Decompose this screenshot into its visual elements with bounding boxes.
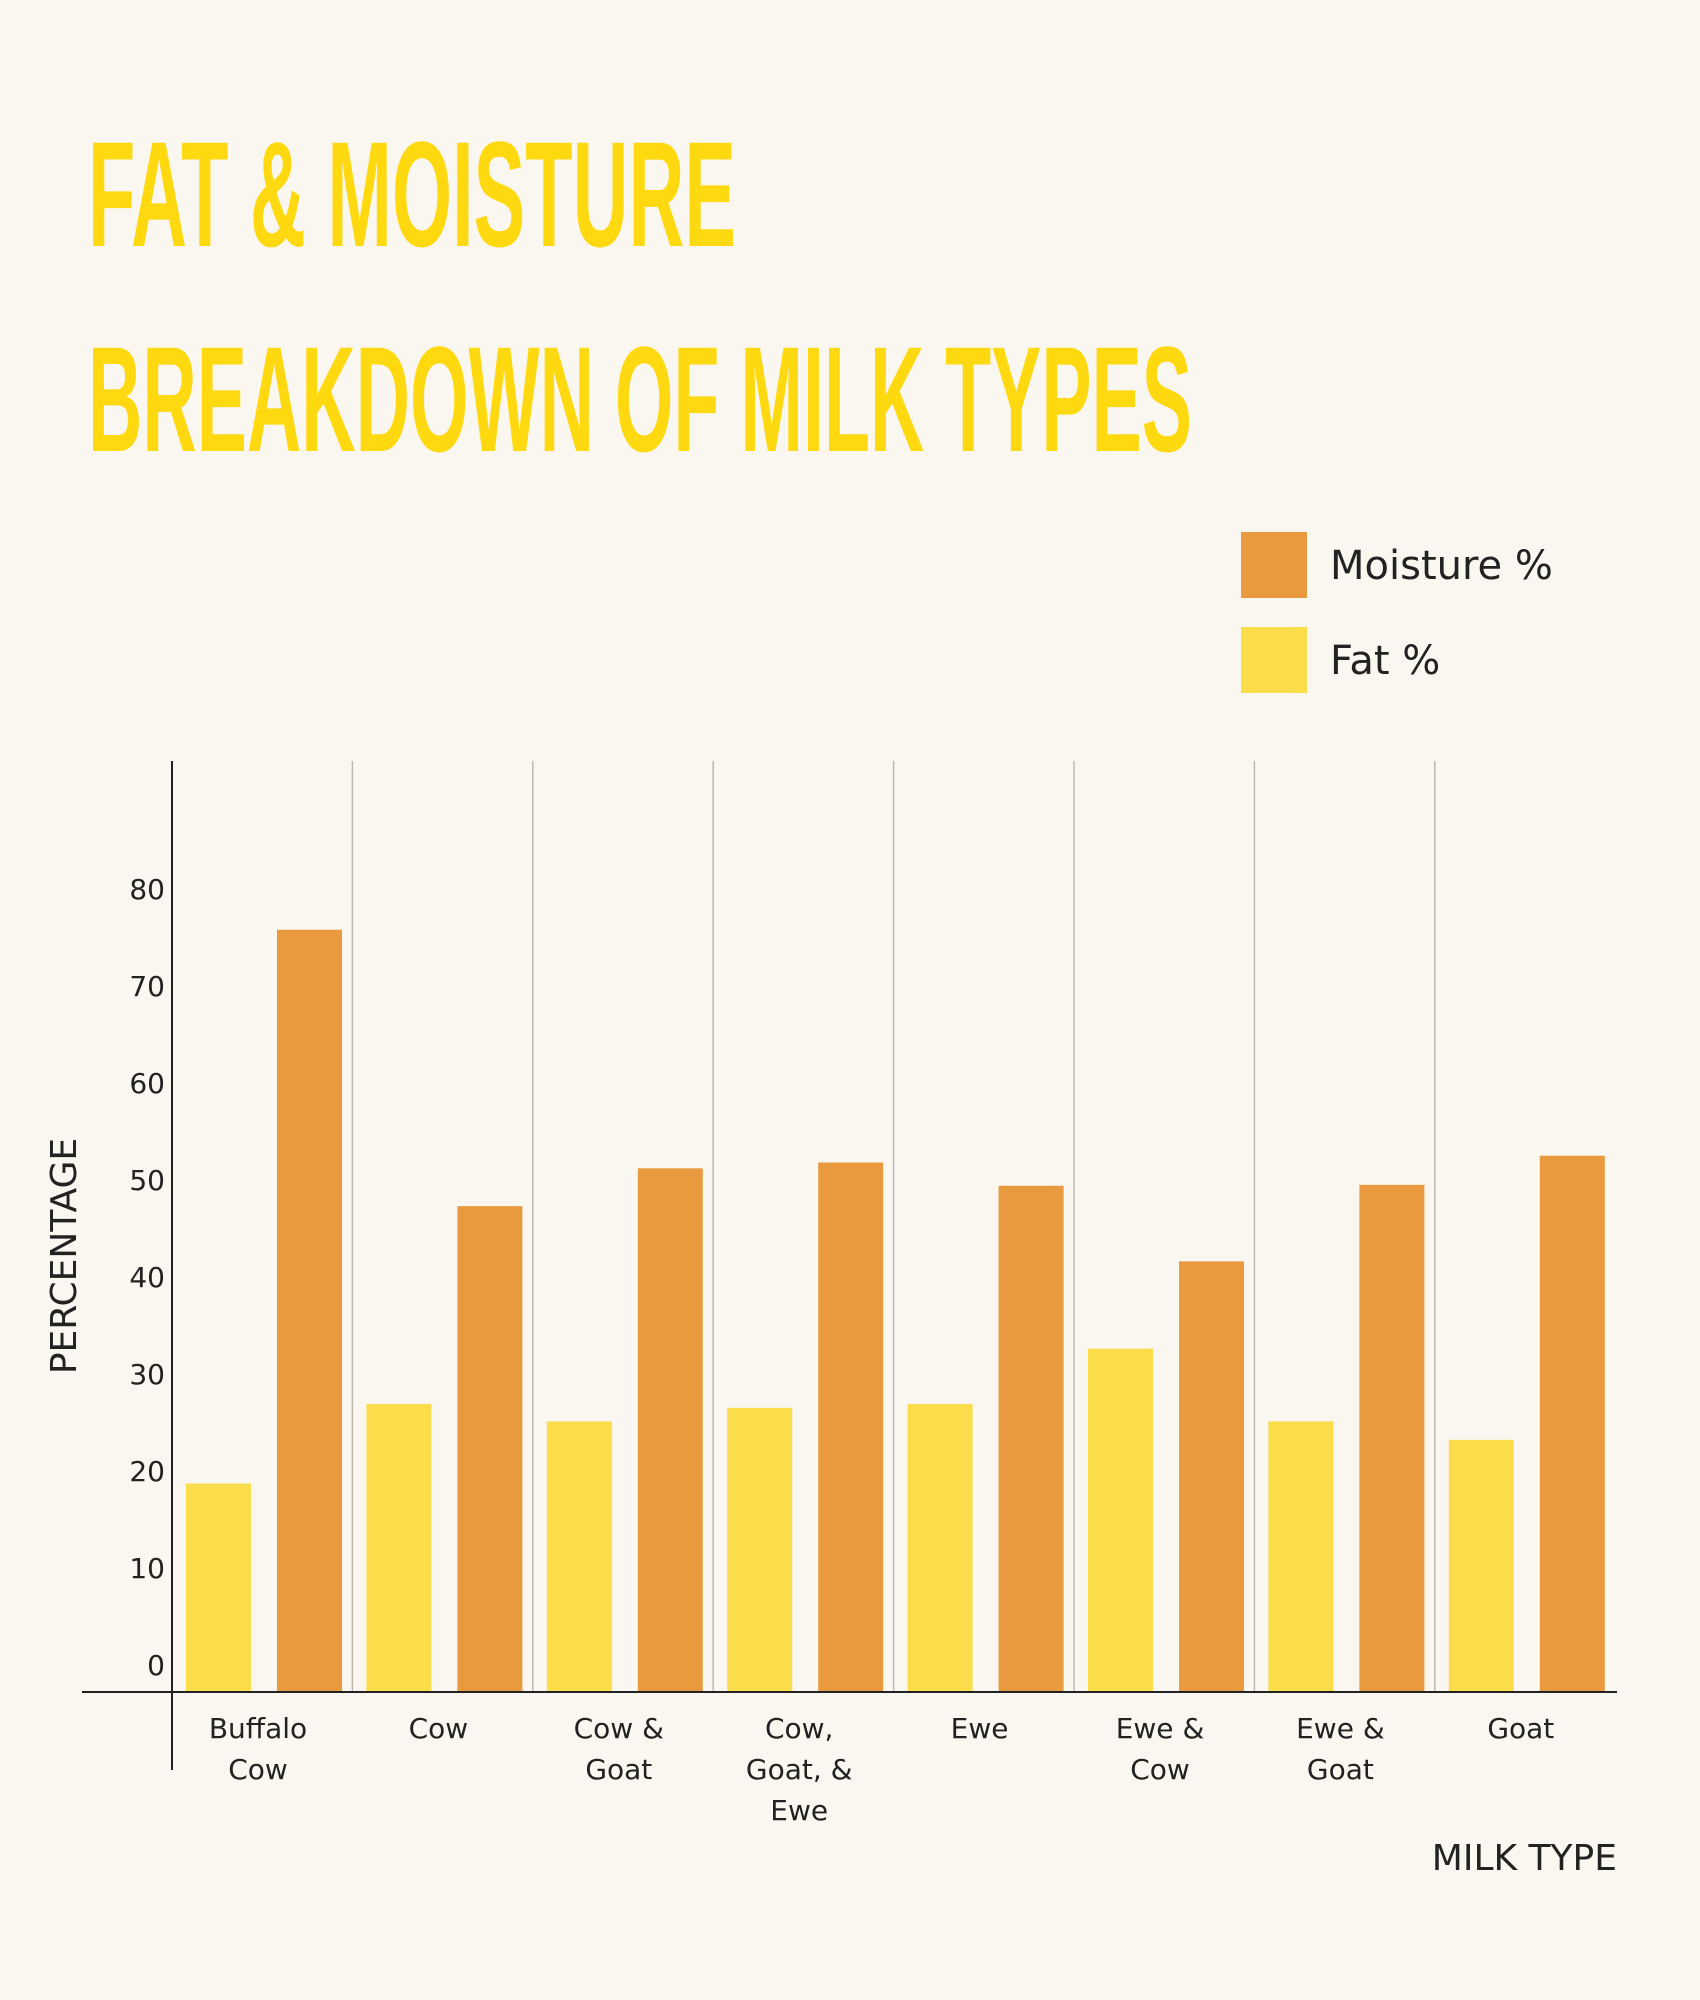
x-tick-label-line: Cow (1130, 1753, 1190, 1786)
y-tick-labels: 0 10 20 30 40 50 60 70 80 (129, 873, 165, 1682)
bar-fat (907, 1403, 973, 1692)
x-tick-label-line: Goat (585, 1753, 652, 1786)
legend-label: Fat % (1330, 638, 1440, 684)
x-tick-label: Ewe & Goat (1296, 1712, 1385, 1786)
legend-swatch-moisture (1241, 532, 1307, 598)
y-tick-label: 40 (129, 1261, 165, 1294)
y-tick-label: 70 (129, 970, 165, 1003)
y-tick-label: 0 (147, 1649, 165, 1682)
bars (186, 929, 1605, 1692)
x-tick-label: Ewe (951, 1712, 1009, 1745)
bar-fat (727, 1407, 793, 1692)
bar-fat (546, 1421, 612, 1692)
x-tick-label: Cow, Goat, & Ewe (746, 1712, 853, 1827)
bar-fat (366, 1403, 432, 1692)
x-tick-label-line: Ewe (951, 1712, 1009, 1745)
bar-fat (1088, 1348, 1153, 1692)
x-tick-label: Cow & Goat (574, 1712, 664, 1786)
y-tick-label: 50 (129, 1164, 165, 1197)
x-tick-label-line: Goat (1307, 1753, 1374, 1786)
bar-moisture (637, 1168, 703, 1692)
bar-moisture (1359, 1184, 1425, 1692)
bar-moisture (457, 1206, 523, 1692)
bar-moisture (818, 1162, 884, 1692)
y-tick-label: 60 (129, 1067, 165, 1100)
y-tick-label: 10 (129, 1552, 165, 1585)
x-tick-labels: Buffalo Cow Cow Cow & Goat Cow, Goat, & Ewe Ewe E… (209, 1712, 1554, 1827)
bar-moisture (277, 929, 342, 1692)
x-tick-label-line: Cow (228, 1753, 288, 1786)
y-tick-label: 80 (129, 873, 165, 906)
bar-moisture (998, 1185, 1064, 1692)
y-axis-title: PERCENTAGE (44, 1138, 85, 1374)
y-tick-label: 30 (129, 1358, 165, 1391)
bar-moisture (1179, 1261, 1244, 1692)
x-tick-label-line: Cow, (765, 1712, 833, 1745)
y-tick-label: 20 (129, 1455, 165, 1488)
x-tick-label-line: Ewe & (1116, 1712, 1205, 1745)
x-tick-label-line: Goat, & (746, 1753, 853, 1786)
x-tick-label-line: Cow & (574, 1712, 664, 1745)
bar-fat (1448, 1439, 1514, 1692)
x-tick-label-line: Ewe & (1296, 1712, 1385, 1745)
bar-moisture (1539, 1155, 1605, 1692)
x-tick-label: Buffalo Cow (209, 1712, 307, 1786)
x-tick-label: Ewe & Cow (1116, 1712, 1205, 1786)
x-tick-label-line: Buffalo (209, 1712, 307, 1745)
chart-title-line-2: BREAKDOWN OF MILK TYPES (88, 315, 1192, 483)
bar-fat (1268, 1421, 1334, 1692)
legend-swatch-fat (1241, 627, 1307, 693)
x-tick-label: Cow (409, 1712, 469, 1745)
x-axis-title: MILK TYPE (1432, 1838, 1617, 1879)
x-tick-label-line: Cow (409, 1712, 469, 1745)
x-tick-label: Goat (1487, 1712, 1554, 1745)
grid (351, 761, 1436, 1692)
x-tick-label-line: Ewe (770, 1794, 828, 1827)
bar-fat (186, 1483, 251, 1692)
chart-title-line-1: FAT & MOISTURE (88, 110, 736, 278)
legend-label: Moisture % (1330, 543, 1553, 589)
legend: Moisture % Fat % (1241, 532, 1553, 693)
x-tick-label-line: Goat (1487, 1712, 1554, 1745)
